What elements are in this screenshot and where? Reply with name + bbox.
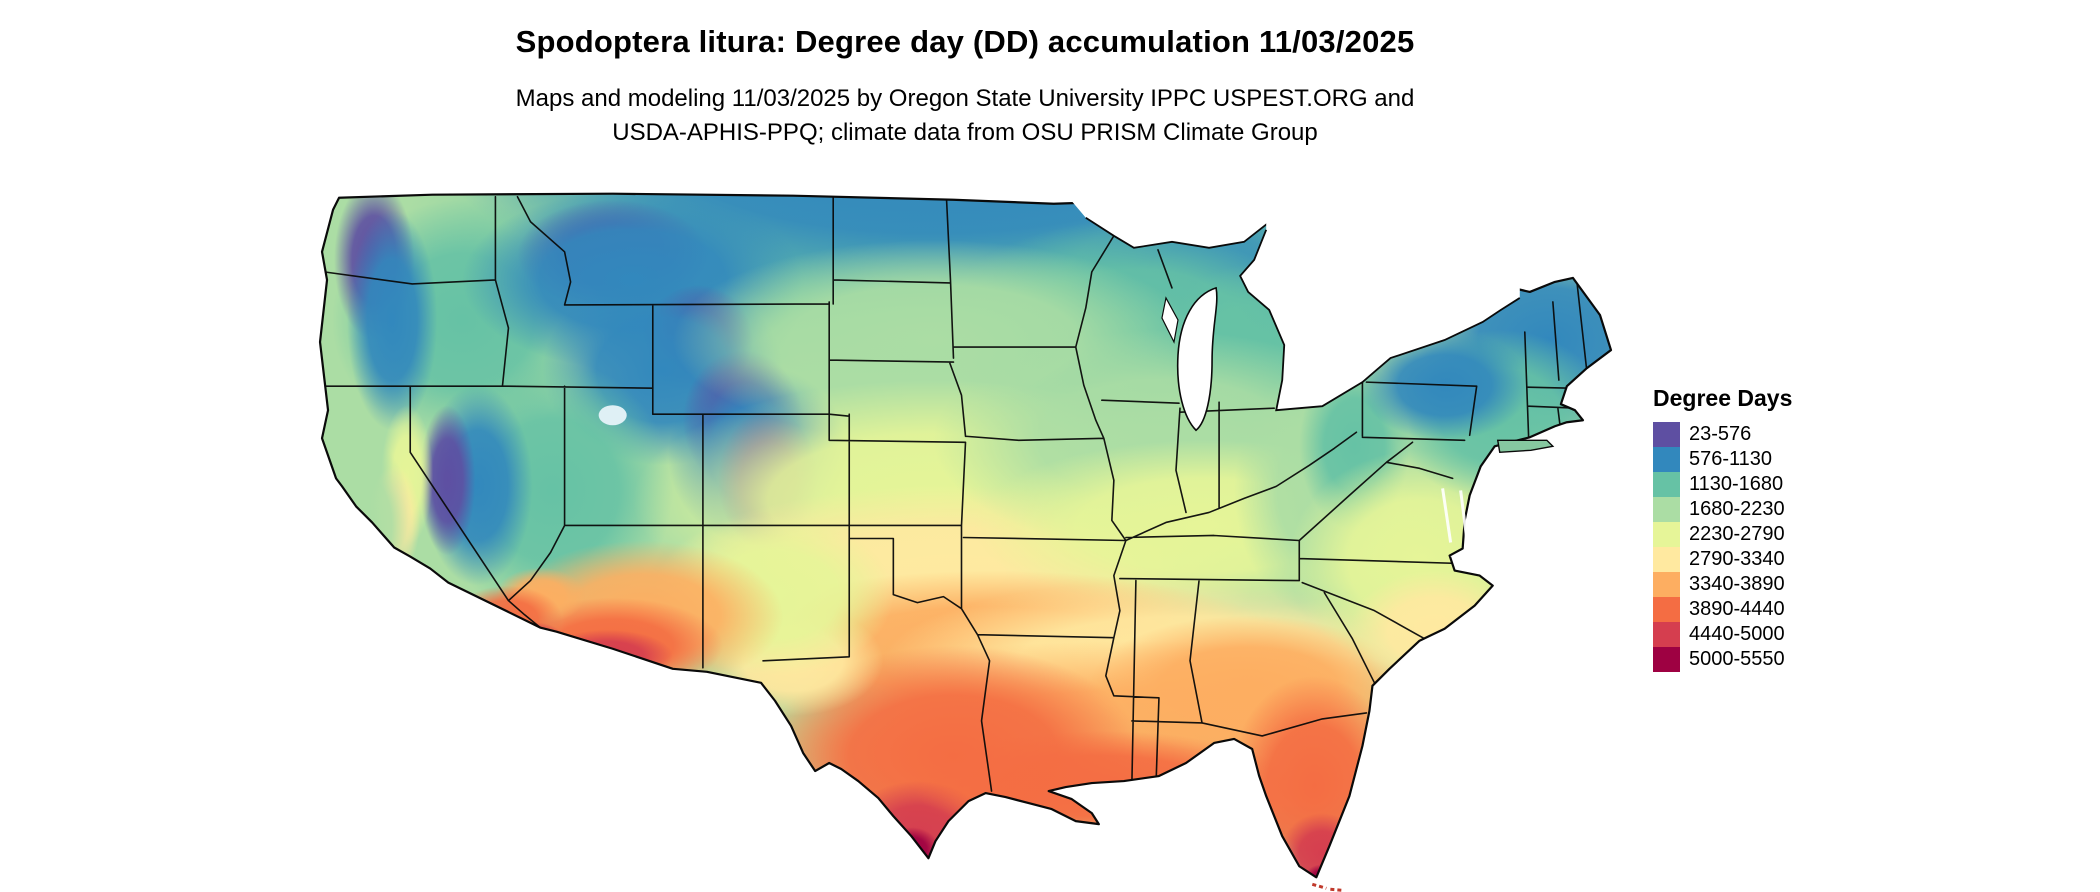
legend-swatch xyxy=(1653,422,1680,447)
legend: Degree Days 23-576 576-1130 1130-1680 16… xyxy=(1653,385,1913,672)
legend-label: 5000-5550 xyxy=(1689,648,1785,670)
legend-swatch xyxy=(1653,647,1680,672)
lake-michigan xyxy=(1176,286,1218,432)
legend-item: 576-1130 xyxy=(1653,447,1913,472)
legend-title: Degree Days xyxy=(1653,385,1793,411)
chesapeake-bay xyxy=(1441,488,1469,543)
legend-label: 2230-2790 xyxy=(1689,523,1785,545)
legend-item: 2230-2790 xyxy=(1653,522,1913,547)
state-borders xyxy=(320,195,1588,792)
canada-and-great-lakes xyxy=(1240,184,1520,411)
legend-swatch xyxy=(1653,547,1680,572)
legend-item: 3890-4440 xyxy=(1653,597,1913,622)
legend-item: 23-576 xyxy=(1653,422,1913,447)
legend-label: 3340-3890 xyxy=(1689,573,1785,595)
subtitle-line-1: Maps and modeling 11/03/2025 by Oregon S… xyxy=(515,85,1415,112)
lake-superior xyxy=(1058,185,1280,248)
legend-swatch xyxy=(1653,572,1680,597)
legend-item: 4440-5000 xyxy=(1653,622,1913,647)
legend-item: 5000-5550 xyxy=(1653,647,1913,672)
legend-label: 2790-3340 xyxy=(1689,548,1785,570)
subtitle: Maps and modeling 11/03/2025 by Oregon S… xyxy=(0,82,1930,150)
legend-item: 1680-2230 xyxy=(1653,497,1913,522)
legend-swatch xyxy=(1653,447,1680,472)
us-coast-outline xyxy=(318,192,1613,879)
legend-item: 3340-3890 xyxy=(1653,572,1913,597)
great-lakes-shoreline xyxy=(1239,229,1521,412)
long-island xyxy=(1496,439,1555,454)
legend-swatch xyxy=(1653,597,1680,622)
us-map-svg xyxy=(318,184,1613,892)
subtitle-line-2: USDA-APHIS-PPQ; climate data from OSU PR… xyxy=(612,119,1318,146)
legend-label: 4440-5000 xyxy=(1689,623,1785,645)
legend-item: 2790-3340 xyxy=(1653,547,1913,572)
legend-label: 576-1130 xyxy=(1689,448,1773,470)
legend-swatch xyxy=(1653,622,1680,647)
legend-label: 3890-4440 xyxy=(1689,598,1785,620)
florida-keys xyxy=(1311,882,1343,892)
legend-swatch xyxy=(1653,497,1680,522)
legend-swatch xyxy=(1653,522,1680,547)
legend-label: 1680-2230 xyxy=(1689,498,1785,520)
legend-label: 1130-1680 xyxy=(1689,473,1784,495)
page-title: Spodoptera litura: Degree day (DD) accum… xyxy=(515,24,1415,59)
lake-superior-shoreline xyxy=(1085,216,1273,249)
legend-item: 1130-1680 xyxy=(1653,472,1913,497)
legend-swatch xyxy=(1653,472,1680,497)
legend-label: 23-576 xyxy=(1689,423,1752,445)
great-salt-lake xyxy=(598,405,627,426)
green-bay xyxy=(1161,296,1179,344)
us-degree-day-map xyxy=(312,184,1615,892)
